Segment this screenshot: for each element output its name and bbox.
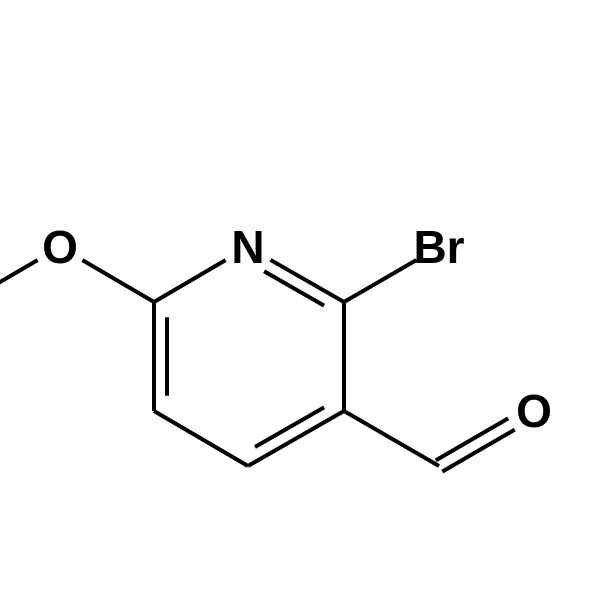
atom-label: Br xyxy=(413,221,464,273)
atom-label: N xyxy=(231,221,264,273)
atom-label: O xyxy=(516,385,552,437)
atom-label: O xyxy=(42,221,78,273)
chemical-structure-svg: N Br O O xyxy=(0,0,600,600)
